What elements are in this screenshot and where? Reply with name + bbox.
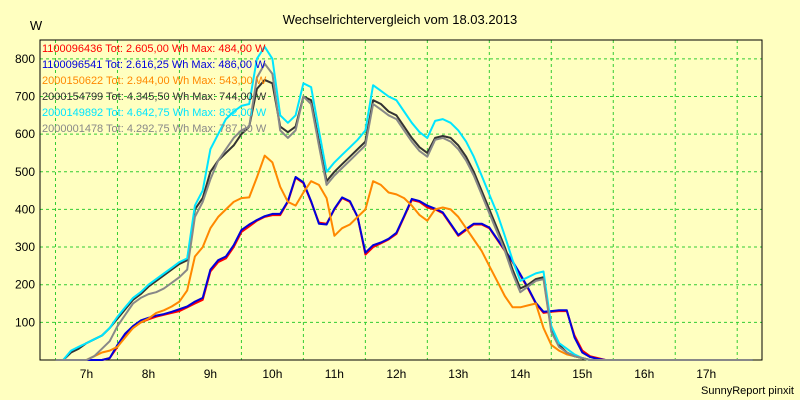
x-tick-label: 10h <box>262 367 282 381</box>
y-tick-label: 500 <box>15 165 35 179</box>
legend-entry-1100096541: 1100096541 Tot: 2.616,25 Wh Max: 486,00 … <box>42 59 266 71</box>
grid-lines <box>40 40 762 360</box>
footer-credit: SunnyReport pinxit <box>701 385 794 397</box>
y-tick-label: 700 <box>15 89 35 103</box>
x-tick-label: 16h <box>634 367 654 381</box>
x-tick-label: 12h <box>386 367 406 381</box>
x-tick-label: 15h <box>572 367 592 381</box>
legend-entry-2000001478: 2000001478 Tot: 4.292,75 Wh Max: 787,00 … <box>42 123 267 135</box>
y-tick-label: 400 <box>15 202 35 216</box>
y-tick-label: 800 <box>15 52 35 66</box>
x-tick-label: 9h <box>204 367 217 381</box>
plot-frame <box>39 39 763 361</box>
chart-title: Wechselrichtervergleich vom 18.03.2013 <box>283 12 518 27</box>
y-tick-label: 200 <box>15 278 35 292</box>
legend-entry-2000154799: 2000154799 Tot: 4.345,50 Wh Max: 744,00 … <box>42 91 267 103</box>
y-tick-label: 600 <box>15 127 35 141</box>
y-axis-unit-label: W <box>30 18 43 33</box>
series-line-2000001478 <box>55 62 753 361</box>
x-tick-label: 17h <box>696 367 716 381</box>
legend: 1100096436 Tot: 2.605,00 Wh Max: 484,00 … <box>42 43 267 135</box>
x-tick-label: 11h <box>325 367 344 381</box>
x-tick-label: 14h <box>510 367 530 381</box>
legend-entry-1100096436: 1100096436 Tot: 2.605,00 Wh Max: 484,00 … <box>42 43 266 55</box>
y-tick-label: 300 <box>15 240 35 254</box>
x-tick-label: 7h <box>80 367 93 381</box>
legend-entry-2000150622: 2000150622 Tot: 2.944,00 Wh Max: 543,00 … <box>42 75 267 87</box>
y-tick-label: 100 <box>15 315 35 329</box>
x-tick-label: 8h <box>142 367 155 381</box>
series-lines <box>55 45 753 361</box>
legend-entry-2000149892: 2000149892 Tot: 4.642,75 Wh Max: 832,00 … <box>42 107 267 119</box>
x-tick-label: 13h <box>448 367 468 381</box>
axes: 100 200 300 400 500 600 700 800 7h 8h 9h 10h 11h 12h 1… <box>15 39 763 381</box>
